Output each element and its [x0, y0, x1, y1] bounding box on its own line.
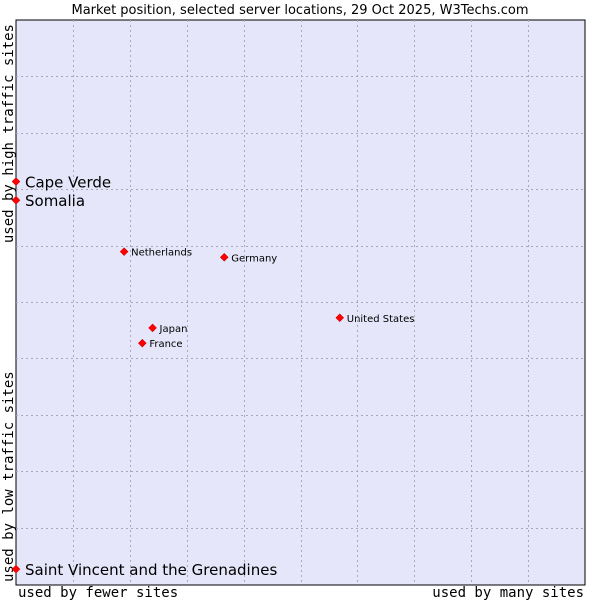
- point-label: Somalia: [25, 192, 85, 210]
- x-axis-label-right: used by many sites: [432, 585, 584, 600]
- point-label: Japan: [159, 324, 188, 335]
- data-point: Netherlands: [119, 247, 192, 259]
- plot-area: [15, 19, 586, 586]
- data-point: Germany: [219, 252, 277, 264]
- x-axis-label-left: used by fewer sites: [18, 585, 178, 600]
- y-axis-label-bottom: used by low traffic sites: [1, 371, 17, 582]
- data-point: Japan: [148, 323, 188, 335]
- point-marker: [148, 323, 157, 333]
- chart-title: Market position, selected server locatio…: [71, 3, 528, 18]
- point-label: United States: [347, 314, 415, 325]
- point-label: Germany: [231, 253, 277, 264]
- point-marker: [11, 564, 21, 574]
- data-point: Somalia: [11, 192, 85, 210]
- point-label: Saint Vincent and the Grenadines: [25, 561, 277, 579]
- point-marker: [137, 338, 147, 348]
- data-point: Cape Verde: [11, 174, 111, 192]
- point-marker: [11, 195, 21, 205]
- data-point: Saint Vincent and the Grenadines: [11, 561, 277, 579]
- point-marker: [119, 247, 129, 257]
- data-point: France: [137, 338, 183, 350]
- point-label: Netherlands: [131, 248, 192, 259]
- grid-lines: [16, 20, 585, 585]
- data-point: United States: [335, 313, 415, 325]
- point-label: France: [149, 339, 182, 350]
- point-label: Cape Verde: [25, 174, 111, 192]
- point-marker: [219, 252, 229, 262]
- point-marker: [335, 313, 345, 323]
- y-axis-label-top: used by high traffic sites: [1, 24, 17, 243]
- point-marker: [11, 177, 21, 186]
